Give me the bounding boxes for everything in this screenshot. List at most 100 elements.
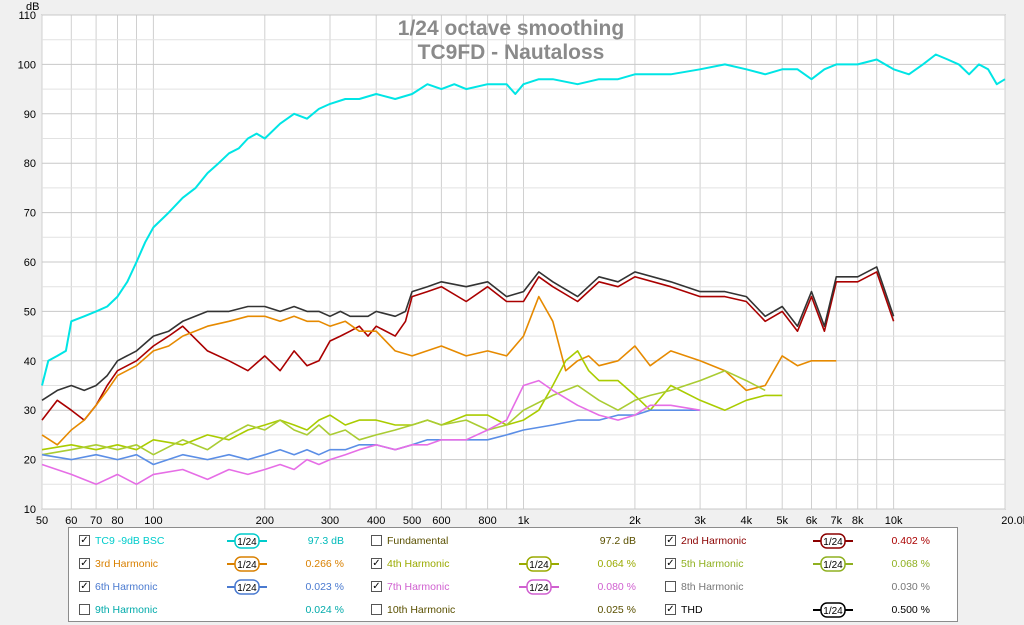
y-tick-label: 10 bbox=[24, 504, 36, 516]
series-line-7th-harmonic bbox=[41, 379, 701, 486]
chart-subtitle: TC9FD - Nautaloss bbox=[418, 41, 605, 64]
x-tick-label: 5k bbox=[776, 515, 788, 527]
y-tick-label: 90 bbox=[24, 109, 36, 121]
series-line-6th-harmonic bbox=[41, 409, 701, 466]
svg-text:1/24: 1/24 bbox=[237, 583, 257, 594]
legend-value: 0.500 % bbox=[891, 604, 930, 616]
legend-value: 0.064 % bbox=[597, 558, 636, 570]
legend-label: TC9 -9dB BSC bbox=[95, 535, 165, 547]
chart-title: 1/24 octave smoothing bbox=[398, 17, 624, 40]
series-line-2nd-harmonic bbox=[41, 271, 895, 421]
legend-checkbox[interactable]: ✓ bbox=[665, 535, 676, 546]
legend-checkbox[interactable] bbox=[665, 581, 676, 592]
x-tick-label: 4k bbox=[740, 515, 752, 527]
svg-text:1/24: 1/24 bbox=[823, 537, 843, 548]
x-tick-label: 7k bbox=[830, 515, 842, 527]
x-tick-label: 6k bbox=[806, 515, 818, 527]
legend-value: 0.266 % bbox=[305, 558, 344, 570]
y-tick-label: 80 bbox=[24, 158, 36, 170]
smoothing-badge[interactable]: 1/24 bbox=[227, 578, 267, 596]
legend-value: 0.068 % bbox=[891, 558, 930, 570]
x-tick-label: 70 bbox=[90, 515, 102, 527]
x-tick-label: 400 bbox=[367, 515, 385, 527]
legend-checkbox[interactable]: ✓ bbox=[79, 558, 90, 569]
series-line-tc9-9db-bsc bbox=[41, 53, 1006, 386]
legend-value: 0.025 % bbox=[597, 604, 636, 616]
legend-value: 0.023 % bbox=[305, 581, 344, 593]
legend-label: 10th Harmonic bbox=[387, 604, 456, 616]
legend-label: 7th Harmonic bbox=[387, 581, 450, 593]
legend-value: 0.030 % bbox=[891, 581, 930, 593]
series-line-5th-harmonic bbox=[41, 369, 766, 456]
svg-text:1/24: 1/24 bbox=[823, 560, 843, 571]
legend-item-9th-harmonic: 9th Harmonic 0.024 % bbox=[79, 601, 359, 619]
legend-item-3rd-harmonic: ✓ 3rd Harmonic 1/24 0.266 % bbox=[79, 555, 359, 573]
x-tick-label: 80 bbox=[111, 515, 123, 527]
legend-value: 0.402 % bbox=[891, 535, 930, 547]
legend-checkbox[interactable]: ✓ bbox=[371, 581, 382, 592]
svg-text:1/24: 1/24 bbox=[529, 560, 549, 571]
legend-checkbox[interactable]: ✓ bbox=[665, 558, 676, 569]
legend-item-7th-harmonic: ✓ 7th Harmonic 1/24 0.080 % bbox=[371, 578, 651, 596]
legend-label: 4th Harmonic bbox=[387, 558, 450, 570]
legend-value: 97.2 dB bbox=[599, 535, 636, 547]
y-tick-label: 60 bbox=[24, 257, 36, 269]
x-tick-label: 2k bbox=[629, 515, 641, 527]
x-tick-label: 8k bbox=[852, 515, 864, 527]
y-tick-label: 30 bbox=[24, 405, 36, 417]
legend-checkbox[interactable]: ✓ bbox=[371, 558, 382, 569]
smoothing-badge[interactable]: 1/24 bbox=[227, 555, 267, 573]
legend-item-2nd-harmonic: ✓ 2nd Harmonic 1/24 0.402 % bbox=[665, 532, 945, 550]
frequency-response-chart: 50 60 70 80 100 200 300 400 500 600 800 1k 2k 3k 4k 5k 6… bbox=[18, 1, 1024, 527]
legend-checkbox[interactable]: ✓ bbox=[665, 604, 676, 615]
legend-item-tc9-9db-bsc: ✓ TC9 -9dB BSC 1/24 97.3 dB bbox=[79, 532, 359, 550]
x-tick-label: 200 bbox=[256, 515, 274, 527]
legend-label: 9th Harmonic bbox=[95, 604, 158, 616]
legend-label: 6th Harmonic bbox=[95, 581, 158, 593]
smoothing-badge[interactable]: 1/24 bbox=[813, 555, 853, 573]
x-tick-label: 20.0k Hz bbox=[1001, 515, 1024, 527]
legend-checkbox[interactable]: ✓ bbox=[79, 581, 90, 592]
legend-value: 0.024 % bbox=[305, 604, 344, 616]
legend-value: 0.080 % bbox=[597, 581, 636, 593]
svg-text:1/24: 1/24 bbox=[529, 583, 549, 594]
series-line-thd bbox=[41, 266, 895, 401]
legend-value: 97.3 dB bbox=[307, 535, 344, 547]
axis-ticks: 50 60 70 80 100 200 300 400 500 600 800 1k 2k 3k 4k 5k 6… bbox=[18, 10, 1024, 527]
legend-label: 5th Harmonic bbox=[681, 558, 744, 570]
x-tick-label: 300 bbox=[321, 515, 339, 527]
y-axis-unit-label: dB bbox=[26, 1, 39, 13]
svg-text:1/24: 1/24 bbox=[823, 606, 843, 617]
legend-label: 8th Harmonic bbox=[681, 581, 744, 593]
x-tick-label: 60 bbox=[65, 515, 77, 527]
legend-label: Fundamental bbox=[387, 535, 449, 547]
legend-label: 2nd Harmonic bbox=[681, 535, 747, 547]
smoothing-badge[interactable]: 1/24 bbox=[813, 601, 853, 619]
y-tick-label: 100 bbox=[18, 59, 36, 71]
legend-item-4th-harmonic: ✓ 4th Harmonic 1/24 0.064 % bbox=[371, 555, 651, 573]
y-tick-label: 110 bbox=[18, 10, 36, 22]
smoothing-badge[interactable]: 1/24 bbox=[519, 555, 559, 573]
smoothing-badge[interactable]: 1/24 bbox=[813, 532, 853, 550]
x-tick-label: 600 bbox=[432, 515, 450, 527]
legend-label: THD bbox=[681, 604, 703, 616]
legend-checkbox[interactable] bbox=[79, 604, 90, 615]
x-tick-label: 1k bbox=[518, 515, 530, 527]
legend-item-thd: ✓ THD 1/24 0.500 % bbox=[665, 601, 945, 619]
smoothing-badge[interactable]: 1/24 bbox=[227, 532, 267, 550]
smoothing-badge[interactable]: 1/24 bbox=[519, 578, 559, 596]
y-tick-label: 40 bbox=[24, 356, 36, 368]
legend-item-10th-harmonic: 10th Harmonic 0.025 % bbox=[371, 601, 651, 619]
legend-checkbox[interactable]: ✓ bbox=[79, 535, 90, 546]
svg-text:1/24: 1/24 bbox=[237, 537, 257, 548]
grid-lines bbox=[41, 14, 1006, 510]
legend-item-5th-harmonic: ✓ 5th Harmonic 1/24 0.068 % bbox=[665, 555, 945, 573]
y-tick-label: 20 bbox=[24, 455, 36, 467]
legend-panel: ✓ TC9 -9dB BSC 1/24 97.3 dB Fundamental 97.2 … bbox=[68, 527, 958, 622]
x-tick-label: 100 bbox=[144, 515, 162, 527]
legend-checkbox[interactable] bbox=[371, 604, 382, 615]
legend-item-fundamental: Fundamental 97.2 dB bbox=[371, 532, 651, 550]
legend-checkbox[interactable] bbox=[371, 535, 382, 546]
series-line-3rd-harmonic bbox=[41, 295, 837, 446]
y-tick-label: 50 bbox=[24, 306, 36, 318]
